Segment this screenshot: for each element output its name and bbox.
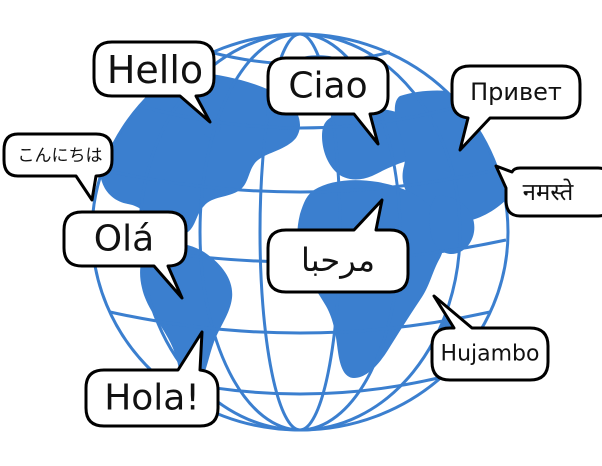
- bubble-hello: Hello: [92, 40, 216, 124]
- bubble-privet: Привет: [450, 64, 582, 152]
- bubble-marhaba-shape: [266, 198, 410, 294]
- greeting-hello: Hello: [107, 48, 203, 92]
- greeting-privet: Привет: [470, 78, 562, 106]
- greeting-marhaba: مرحبا: [301, 241, 375, 279]
- bubble-hola: Hola!: [84, 330, 220, 428]
- bubble-ciao-shape: [266, 56, 390, 146]
- south-america-shape: [140, 243, 233, 396]
- bubble-marhaba: مرحبا: [266, 198, 410, 294]
- bubble-namaste-shape: [494, 164, 602, 218]
- greeting-hola: Hola!: [104, 378, 200, 419]
- bubble-konnichiwa-shape: [2, 132, 114, 202]
- arabia-shape: [429, 195, 475, 255]
- greeting-namaste: नमस्ते: [523, 178, 575, 206]
- greeting-konnichiwa: こんにちは: [18, 146, 103, 166]
- bubble-hujambo-shape: [430, 294, 550, 382]
- bubble-ola-shape: [62, 210, 188, 300]
- bubble-privet-shape: [450, 64, 582, 152]
- bubble-hello-shape: [92, 40, 216, 124]
- bubble-namaste: नमस्ते: [494, 164, 602, 218]
- bubble-ola: Olá: [62, 210, 188, 300]
- bubble-hola-shape: [84, 330, 220, 428]
- speech-bubbles: Hello Ciao Привет こんにちは नमस्ते Olá: [2, 40, 602, 428]
- bubble-hujambo: Hujambo: [430, 294, 550, 382]
- north-america-shape: [92, 70, 300, 235]
- greeting-hujambo: Hujambo: [441, 342, 540, 367]
- greeting-ciao: Ciao: [288, 66, 367, 107]
- parallel-line: [109, 310, 491, 335]
- greeting-ola: Olá: [94, 219, 154, 260]
- bubble-konnichiwa: こんにちは: [2, 132, 114, 202]
- parallel-line: [103, 168, 497, 194]
- bubble-ciao: Ciao: [266, 56, 390, 146]
- parallel-line: [139, 104, 461, 130]
